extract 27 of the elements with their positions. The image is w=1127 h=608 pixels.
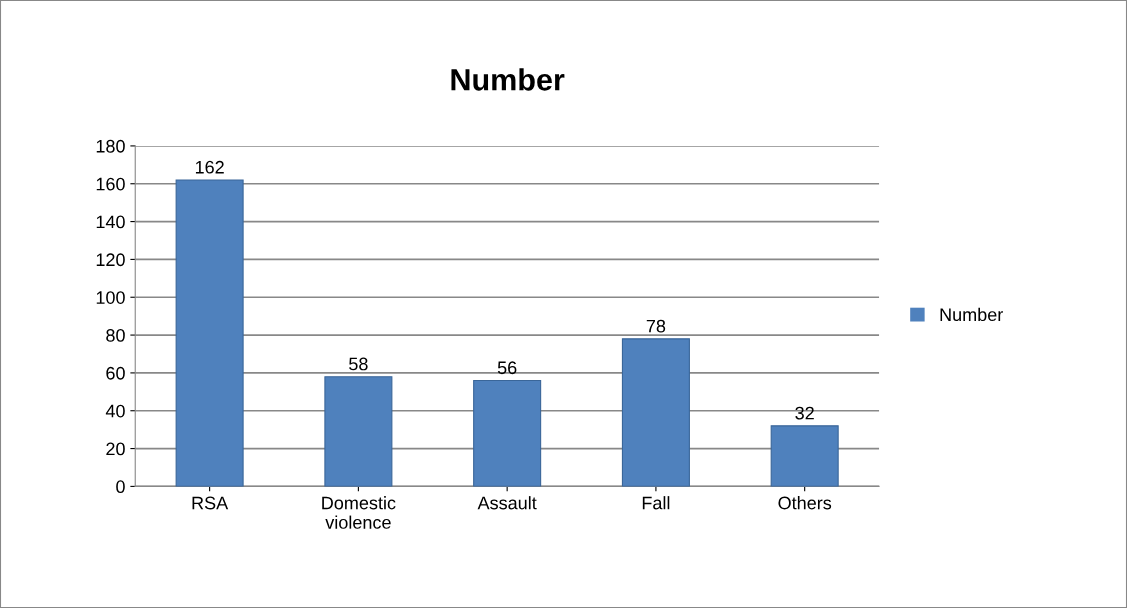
- y-tick-label: 40: [105, 404, 125, 418]
- y-tick-label: 80: [106, 329, 125, 342]
- x-tick-label: Fall: [642, 496, 670, 510]
- bar: [473, 379, 542, 487]
- bar: [175, 179, 244, 487]
- y-tick-label: 180: [96, 139, 125, 153]
- x-tick-label: RSA: [192, 496, 229, 510]
- data-label: 58: [349, 357, 368, 371]
- y-tick-label: 20: [106, 442, 125, 456]
- x-tick-label: Domestic violence: [322, 496, 396, 529]
- y-tick-label: 0: [116, 480, 125, 494]
- y-tick-label: 160: [96, 177, 125, 191]
- bar: [324, 376, 393, 487]
- data-label: 162: [195, 160, 224, 174]
- data-label: 32: [795, 406, 814, 420]
- chart-title: Number: [451, 68, 565, 91]
- bar: [770, 425, 839, 487]
- x-tick-label: Others: [778, 496, 832, 510]
- data-label: 56: [497, 361, 517, 375]
- y-tick-label: 100: [96, 291, 125, 304]
- y-tick-label: 120: [96, 253, 125, 267]
- bar: [621, 338, 690, 487]
- legend-label: Number: [940, 307, 1003, 322]
- y-tick-label: 60: [106, 366, 125, 380]
- data-label: 78: [646, 319, 666, 333]
- x-tick-label: Assault: [477, 496, 537, 510]
- y-tick-label: 140: [96, 215, 125, 229]
